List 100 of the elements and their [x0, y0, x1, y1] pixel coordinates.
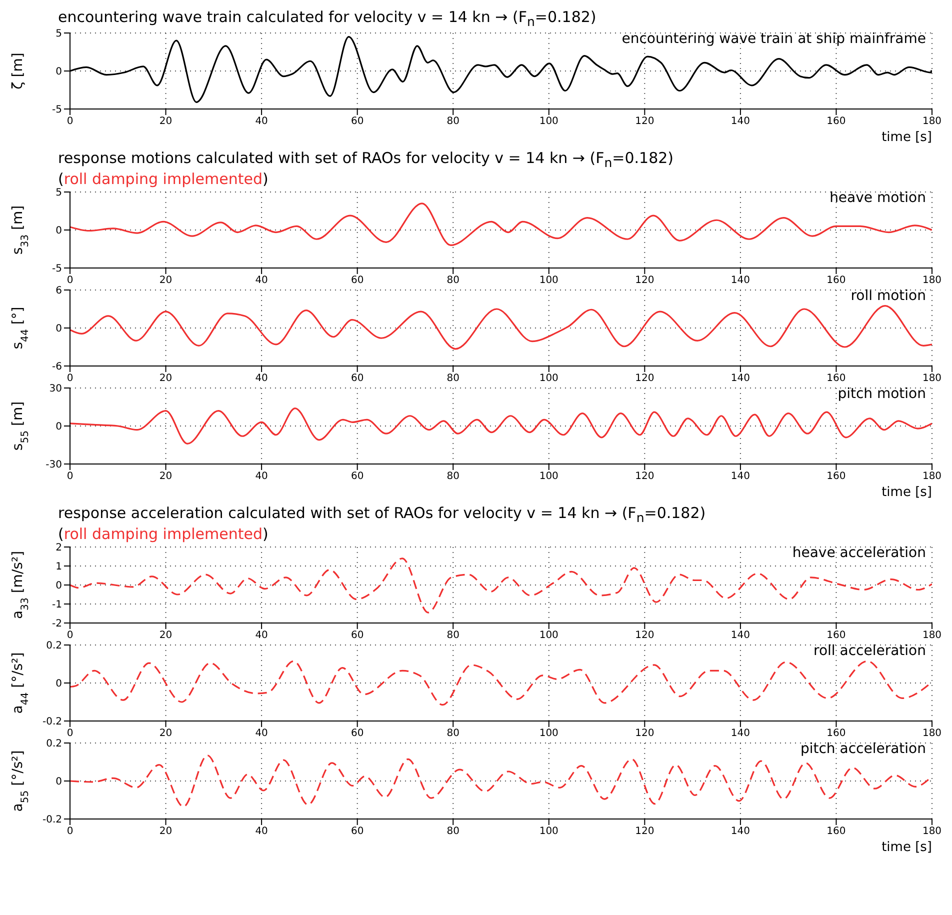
- x-tick-label: 140: [730, 728, 750, 740]
- x-tick-label: 100: [539, 373, 558, 384]
- x-tick-label: 160: [826, 728, 846, 740]
- x-tick-label: 0: [66, 630, 74, 642]
- x-tick-label: 100: [539, 728, 558, 740]
- x-tick-label: 120: [635, 630, 654, 642]
- line-series: [70, 305, 932, 350]
- y-tick-label: 0: [56, 66, 62, 78]
- x-tick-label: 160: [826, 471, 846, 482]
- chart-subtitle: (roll damping implemented): [58, 525, 268, 543]
- x-tick-label: 100: [539, 630, 558, 642]
- x-tick-label: 40: [255, 630, 268, 642]
- x-tick-label: 100: [539, 471, 558, 482]
- y-tick-label: -6: [52, 362, 62, 373]
- x-axis-title: time [s]: [882, 485, 932, 500]
- series-label: heave motion: [830, 190, 926, 206]
- x-tick-label: 0: [66, 373, 74, 384]
- series-label: roll acceleration: [814, 643, 926, 659]
- x-tick-label: 60: [350, 728, 364, 740]
- x-tick-label: 160: [826, 826, 846, 838]
- x-tick-label: 80: [446, 275, 460, 286]
- chart-title: response acceleration calculated with set of RAOs for velocity v = 14 kn → (F$_{n}$=0.182): [58, 504, 707, 525]
- x-tick-label: 80: [446, 826, 460, 838]
- series-label: encountering wave train at ship mainframe: [622, 31, 926, 47]
- x-tick-label: 20: [159, 826, 172, 838]
- x-tick-label: 20: [159, 630, 172, 642]
- x-tick-label: 40: [255, 728, 268, 740]
- y-tick-label: 0: [56, 324, 62, 335]
- line-series: [70, 407, 932, 445]
- y-tick-label: -5: [52, 104, 62, 116]
- x-tick-label: 20: [159, 471, 172, 482]
- x-tick-label: 120: [635, 116, 654, 128]
- chart-title: encountering wave train calculated for velocity v = 14 kn → (F$_{n}$=0.182): [58, 8, 598, 29]
- x-tick-label: 160: [826, 275, 846, 286]
- y-tick-label: 0: [56, 226, 62, 237]
- x-tick-label: 180: [922, 373, 942, 384]
- x-tick-label: 100: [539, 826, 558, 838]
- x-tick-label: 0: [66, 116, 74, 128]
- x-tick-label: 120: [635, 373, 654, 384]
- x-tick-label: 40: [255, 116, 268, 128]
- y-tick-label: 0: [56, 678, 62, 690]
- y-tick-label: 0: [56, 776, 62, 788]
- x-axis-title: time [s]: [882, 840, 932, 855]
- y-tick-label: -2: [52, 618, 62, 630]
- line-series: [70, 754, 932, 808]
- x-tick-label: 100: [539, 116, 558, 128]
- x-tick-label: 80: [446, 116, 460, 128]
- y-tick-label: 2: [56, 542, 62, 554]
- x-tick-label: 180: [922, 630, 942, 642]
- x-tick-label: 60: [350, 630, 364, 642]
- x-tick-label: 140: [730, 471, 750, 482]
- x-tick-label: 0: [66, 826, 74, 838]
- x-tick-label: 80: [446, 630, 460, 642]
- x-tick-label: 180: [922, 275, 942, 286]
- x-tick-label: 120: [635, 826, 654, 838]
- x-tick-label: 40: [255, 373, 268, 384]
- line-series: [70, 558, 932, 614]
- x-tick-label: 40: [255, 471, 268, 482]
- y-tick-label: 1: [56, 562, 62, 573]
- series-label: pitch acceleration: [800, 741, 926, 757]
- x-tick-label: 40: [255, 275, 268, 286]
- y-tick-label: 0.2: [46, 738, 62, 750]
- x-tick-label: 140: [730, 275, 750, 286]
- series-label: roll motion: [850, 288, 926, 304]
- x-tick-label: 120: [635, 728, 654, 740]
- y-tick-label: -5: [52, 264, 62, 275]
- x-tick-label: 0: [66, 471, 74, 482]
- y-tick-label: 5: [56, 188, 62, 199]
- chart-title: response motions calculated with set of RAOs for velocity v = 14 kn → (F$_{n}$=0.182): [58, 149, 675, 170]
- x-tick-label: 180: [922, 116, 942, 128]
- x-tick-label: 0: [66, 275, 74, 286]
- x-tick-label: 180: [922, 471, 942, 482]
- y-tick-label: 6: [56, 286, 62, 297]
- x-tick-label: 140: [730, 630, 750, 642]
- x-tick-label: 120: [635, 471, 654, 482]
- x-tick-label: 0: [66, 728, 74, 740]
- y-tick-label: -0.2: [42, 716, 62, 728]
- y-tick-label: 30: [49, 384, 62, 395]
- x-axis-title: time [s]: [882, 130, 932, 145]
- x-tick-label: 80: [446, 471, 460, 482]
- x-tick-label: 80: [446, 373, 460, 384]
- y-axis-title: ζ [m]: [10, 52, 26, 90]
- x-tick-label: 180: [922, 826, 942, 838]
- x-tick-label: 80: [446, 728, 460, 740]
- x-tick-label: 140: [730, 373, 750, 384]
- x-tick-label: 100: [539, 275, 558, 286]
- y-tick-label: -1: [52, 600, 62, 611]
- x-tick-label: 60: [350, 826, 364, 838]
- y-tick-label: -0.2: [42, 814, 62, 826]
- x-tick-label: 40: [255, 826, 268, 838]
- series-label: heave acceleration: [792, 545, 926, 561]
- y-tick-label: 0: [56, 580, 62, 592]
- y-tick-label: 5: [56, 28, 62, 40]
- x-tick-label: 160: [826, 630, 846, 642]
- line-series: [70, 202, 932, 246]
- x-tick-label: 60: [350, 471, 364, 482]
- x-tick-label: 140: [730, 826, 750, 838]
- x-tick-label: 60: [350, 373, 364, 384]
- y-tick-label: 0.2: [46, 640, 62, 652]
- x-tick-label: 20: [159, 373, 172, 384]
